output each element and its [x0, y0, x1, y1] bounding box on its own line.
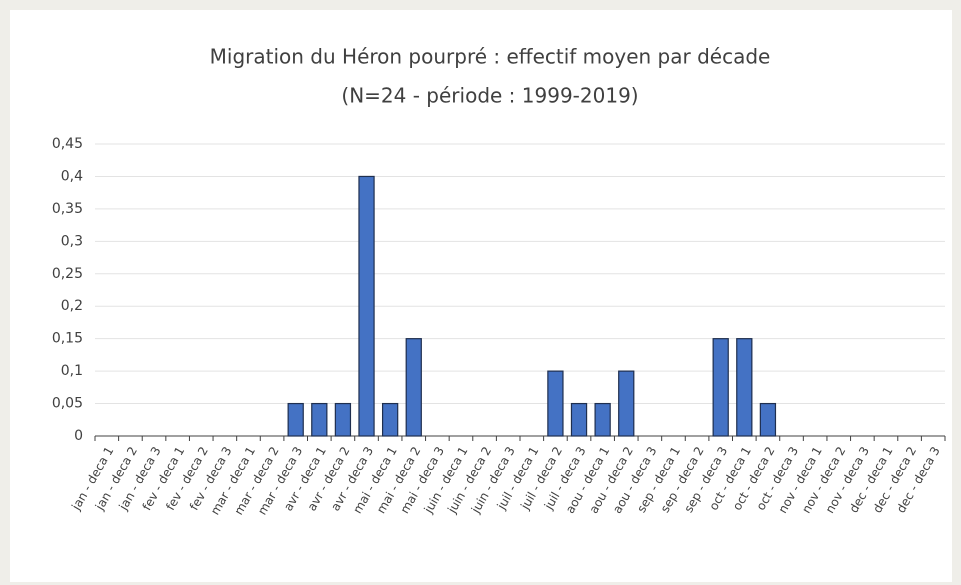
bar	[712, 338, 729, 437]
bar	[759, 402, 777, 437]
y-tick-label: 0,1	[61, 363, 83, 379]
bar	[736, 338, 753, 437]
chart-title: Migration du Héron pourpré : effectif mo…	[210, 45, 771, 69]
bar	[405, 338, 422, 437]
y-tick-label: 0,05	[52, 396, 83, 412]
bar	[547, 370, 564, 437]
y-tick-label: 0,15	[52, 331, 83, 347]
bar	[381, 402, 399, 437]
bar	[287, 402, 304, 437]
bar	[358, 175, 375, 437]
y-tick-label: 0,3	[61, 233, 83, 249]
bar	[618, 370, 635, 437]
y-tick-label: 0,2	[61, 298, 83, 314]
y-tick-label: 0,35	[52, 201, 83, 217]
bar	[594, 402, 611, 437]
y-tick-label: 0,4	[61, 168, 83, 184]
bar	[570, 402, 588, 437]
bar	[311, 402, 328, 437]
y-tick-label: 0,45	[52, 136, 83, 152]
bar	[334, 402, 352, 437]
y-tick-label: 0,25	[52, 266, 83, 282]
chart-subtitle: (N=24 - période : 1999-2019)	[341, 84, 638, 108]
chart-panel	[10, 10, 952, 582]
y-tick-label: 0	[74, 428, 83, 444]
